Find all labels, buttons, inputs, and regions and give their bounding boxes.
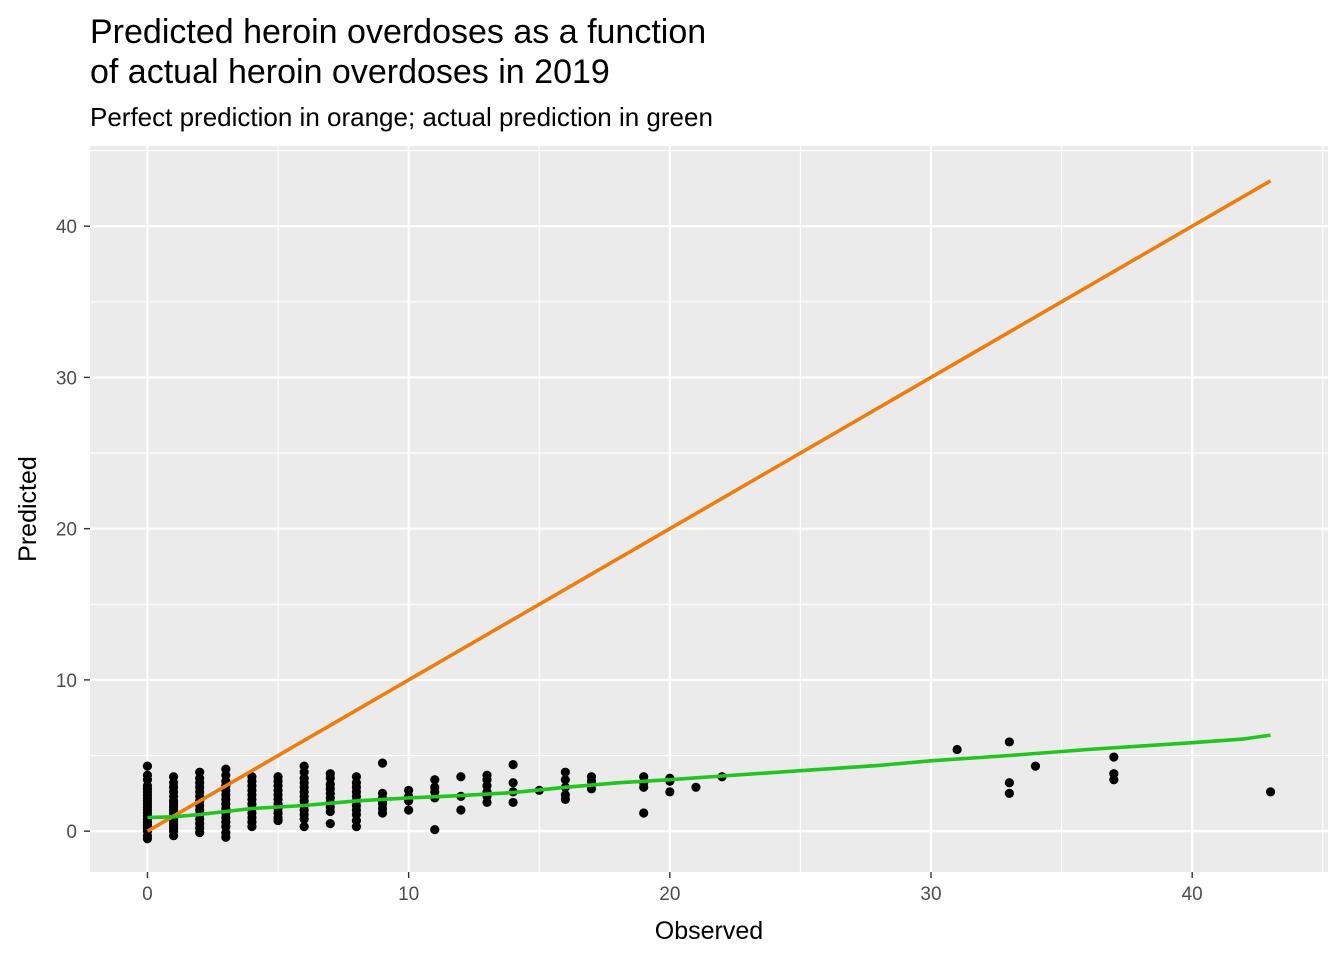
chart-subtitle: Perfect prediction in orange; actual pre… [90,102,713,132]
data-point [404,805,414,815]
data-point [560,775,570,785]
y-axis-ticks: 0 10 20 30 40 [56,217,90,843]
chart-title-line-1: Predicted heroin overdoses as a function [90,13,707,51]
data-point [299,822,309,832]
data-point [482,797,492,808]
data-point [195,828,205,838]
x-tick-label: 30 [920,884,941,905]
y-tick-label: 30 [56,368,77,389]
data-point [691,782,701,792]
data-point [639,782,649,792]
data-point [639,808,649,818]
data-point [299,814,309,824]
y-axis-title: Predicted [14,456,42,562]
data-point [1265,787,1276,797]
data-point [508,797,518,808]
data-point [952,744,962,755]
data-point [456,805,466,815]
x-tick-label: 10 [398,884,419,905]
major-gridlines [90,146,1328,872]
data-point [377,758,388,768]
x-tick-label: 20 [659,884,680,905]
y-tick-label: 40 [56,217,77,238]
chart-title-line-2: of actual heroin overdoses in 2019 [90,53,610,91]
y-tick-label: 20 [56,520,77,541]
minor-gridlines [90,146,1328,872]
data-point [456,772,466,782]
data-point [430,825,440,835]
data-point [325,819,335,829]
data-point [168,831,179,841]
data-point [221,832,231,842]
data-point [142,761,153,771]
data-point [325,806,335,817]
data-point [560,767,570,777]
y-tick-label: 10 [56,671,77,692]
data-point [1004,737,1014,747]
data-point [1004,778,1014,788]
fit-lines [146,179,1272,833]
y-tick-label: 0 [66,822,77,843]
data-point [351,822,362,832]
chart-title: Predicted heroin overdoses as a function… [90,12,706,92]
data-point [247,822,257,832]
data-point [1030,761,1041,771]
x-axis-ticks: 0 10 20 30 40 [142,872,1203,905]
x-tick-label: 40 [1182,884,1203,905]
data-point [508,760,518,770]
data-point [1109,752,1119,762]
data-point [560,794,570,805]
data-point [273,815,283,826]
data-point [377,808,388,818]
data-point [142,834,153,844]
series-line [146,179,1272,833]
series-line [147,733,1271,820]
data-point [508,778,518,788]
data-point [1109,775,1119,785]
data-point [430,775,440,785]
x-tick-label: 0 [142,884,153,905]
data-point [1004,788,1014,798]
data-point [665,787,675,797]
x-axis-title: Observed [655,917,763,945]
